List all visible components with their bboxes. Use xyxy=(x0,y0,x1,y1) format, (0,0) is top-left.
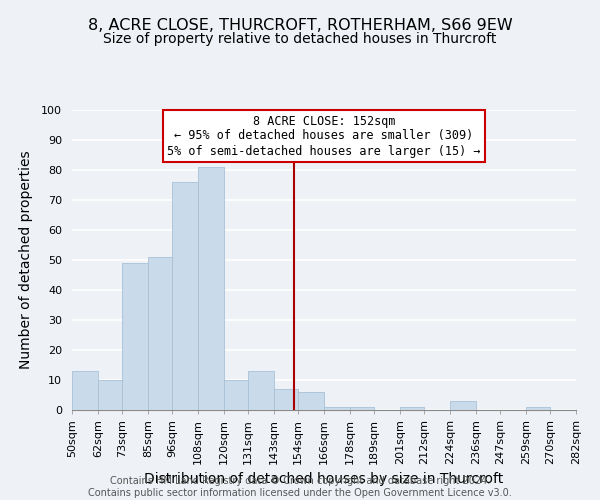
Bar xyxy=(248,371,274,410)
Bar xyxy=(400,407,424,410)
Bar xyxy=(450,401,476,410)
Text: Contains HM Land Registry data © Crown copyright and database right 2024.
Contai: Contains HM Land Registry data © Crown c… xyxy=(88,476,512,498)
Bar xyxy=(274,389,298,410)
X-axis label: Distribution of detached houses by size in Thurcroft: Distribution of detached houses by size … xyxy=(145,472,503,486)
Bar xyxy=(148,257,172,410)
Bar xyxy=(526,407,550,410)
Bar xyxy=(350,407,374,410)
Bar xyxy=(324,407,350,410)
Bar xyxy=(224,380,248,410)
Bar xyxy=(198,167,224,410)
Bar xyxy=(172,182,198,410)
Text: 8 ACRE CLOSE: 152sqm
← 95% of detached houses are smaller (309)
5% of semi-detac: 8 ACRE CLOSE: 152sqm ← 95% of detached h… xyxy=(167,114,481,158)
Bar xyxy=(122,263,148,410)
Text: Size of property relative to detached houses in Thurcroft: Size of property relative to detached ho… xyxy=(103,32,497,46)
Bar xyxy=(72,371,98,410)
Bar xyxy=(98,380,122,410)
Text: 8, ACRE CLOSE, THURCROFT, ROTHERHAM, S66 9EW: 8, ACRE CLOSE, THURCROFT, ROTHERHAM, S66… xyxy=(88,18,512,32)
Y-axis label: Number of detached properties: Number of detached properties xyxy=(19,150,33,370)
Bar xyxy=(298,392,324,410)
